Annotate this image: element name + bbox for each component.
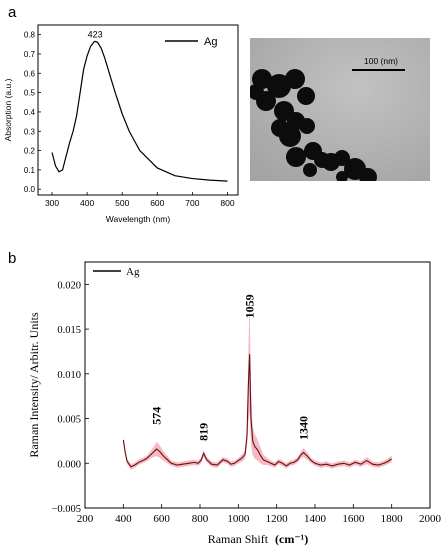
chart-b-x-axis-label: Raman Shift (cm⁻¹) [208,532,309,546]
chart-a-y-tick-label: 0.5 [24,89,36,98]
chart-b-x-axis-unit: (cm⁻¹) [275,532,308,546]
chart-b-x-tick-label: 1000 [227,513,250,525]
chart-b-y-tick-label: −0.005 [51,504,81,515]
chart-b-legend-label: Ag [126,266,140,278]
chart-b-error-band [123,295,392,470]
chart-a-peak-label: 423 [88,29,103,39]
chart-b-x-tick-label: 1600 [342,513,365,525]
chart-a-absorption-line [51,40,228,182]
chart-a-x-tick-label: 300 [45,198,59,208]
chart-b-x-ticks: 200 400 600 800 1000 1200 1400 1600 1800 2000 [77,504,442,525]
nanoparticle-cluster [250,69,377,181]
chart-a-x-tick-label: 600 [150,198,164,208]
chart-b-x-tick-label: 400 [115,513,132,525]
chart-b-plot-frame [84,261,431,509]
tem-micrograph: 100 (nm) [250,38,430,181]
uv-vis-absorption-chart: 300 400 500 600 700 800 0.0 0.1 0.2 0.3 0.4 0.5 0.6… [3,24,239,224]
chart-b-peak-label: 1059 [243,294,257,318]
chart-a-x-axis-label: Wavelength (nm) [106,214,171,224]
chart-a-x-tick-label: 800 [220,198,234,208]
chart-b-y-ticks: −0.005 0.000 0.005 0.010 0.015 0.020 [51,280,89,515]
chart-a-y-tick-label: 0.8 [24,31,36,40]
chart-b-y-tick-label: 0.020 [57,280,81,291]
chart-a-y-tick-label: 0.7 [24,50,36,59]
chart-a-x-tick-label: 400 [80,198,94,208]
scale-bar-label: 100 (nm) [364,56,398,66]
chart-b-x-tick-label: 1400 [304,513,327,525]
chart-b-x-tick-label: 1200 [266,513,289,525]
panel-label-a: a [8,4,17,21]
chart-b-y-tick-label: 0.005 [57,415,81,426]
chart-b-x-tick-label: 1800 [381,513,404,525]
chart-a-y-tick-label: 0.4 [24,108,36,117]
chart-a-y-tick-label: 0.1 [24,166,36,175]
chart-a-legend: Ag [165,36,217,48]
chart-b-peak-labels: 574 819 1059 1340 [150,294,311,441]
chart-b-x-axis-name: Raman Shift [208,532,269,546]
chart-a-plot-frame [37,24,239,196]
chart-a-y-tick-label: 0.2 [24,147,36,156]
chart-b-peak-label: 819 [197,423,211,441]
chart-b-x-tick-label: 2000 [419,513,442,525]
chart-a-y-tick-label: 0.3 [24,127,36,136]
chart-b-x-tick-label: 200 [77,513,94,525]
chart-a-x-tick-label: 700 [185,198,199,208]
chart-a-y-tick-label: 0.0 [24,185,36,194]
chart-b-y-axis-label: Raman Intensity/ Arbitr. Units [27,312,41,458]
chart-b-peak-label: 1340 [297,416,311,440]
chart-b-x-tick-label: 800 [192,513,209,525]
chart-a-y-axis-label: Absorption (a.u.) [3,78,13,141]
chart-b-legend: Ag [93,266,140,278]
chart-b-y-tick-label: 0.010 [57,370,81,381]
chart-a-y-ticks: 0.0 0.1 0.2 0.3 0.4 0.5 0.6 0.7 0.8 [24,31,41,194]
chart-b-peak-label: 574 [150,407,164,425]
panel-label-b: b [8,250,16,267]
chart-b-raman-line [122,354,392,468]
chart-b-y-tick-label: 0.015 [57,325,81,336]
chart-a-x-ticks: 300 400 500 600 700 800 [45,192,235,208]
chart-a-y-tick-label: 0.6 [24,69,36,78]
chart-a-x-tick-label: 500 [115,198,129,208]
raman-spectrum-chart: 200 400 600 800 1000 1200 1400 1600 1800 2000 −0.… [27,261,442,546]
chart-a-legend-label: Ag [204,36,217,48]
chart-b-y-tick-label: 0.000 [57,459,81,470]
chart-b-x-tick-label: 600 [153,513,170,525]
